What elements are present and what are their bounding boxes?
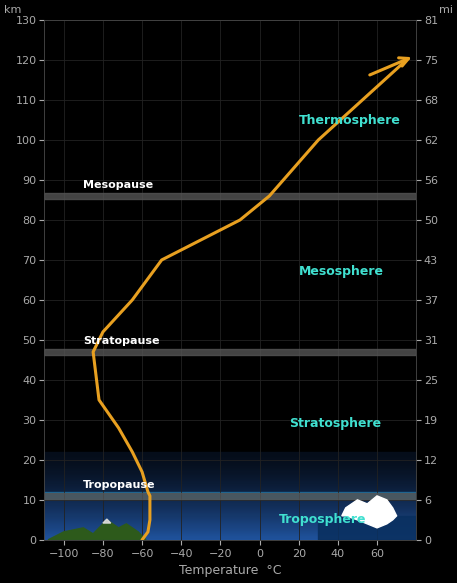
- Bar: [44, 526, 416, 528]
- Bar: [44, 520, 416, 521]
- Bar: [44, 483, 416, 484]
- Bar: [44, 496, 416, 497]
- Bar: [44, 495, 416, 496]
- Bar: [44, 487, 416, 488]
- Bar: [44, 519, 416, 520]
- Bar: [44, 455, 416, 456]
- Bar: [44, 494, 416, 495]
- Bar: [44, 489, 416, 490]
- Bar: [44, 491, 416, 493]
- Bar: [44, 500, 416, 501]
- Text: Thermosphere: Thermosphere: [299, 114, 401, 127]
- Bar: [44, 533, 416, 535]
- Bar: [44, 505, 416, 506]
- Bar: [44, 490, 416, 491]
- Bar: [44, 474, 416, 475]
- Bar: [44, 456, 416, 458]
- Text: Stratosphere: Stratosphere: [289, 417, 381, 430]
- Bar: [44, 539, 416, 540]
- Bar: [44, 499, 416, 500]
- Bar: [44, 461, 416, 462]
- Text: mi: mi: [439, 5, 452, 15]
- Bar: [44, 193, 416, 199]
- Polygon shape: [48, 520, 146, 540]
- Bar: [44, 482, 416, 483]
- Bar: [44, 512, 416, 514]
- Bar: [44, 493, 416, 494]
- Bar: [44, 516, 416, 517]
- Bar: [318, 516, 416, 540]
- Bar: [44, 508, 416, 509]
- Bar: [44, 532, 416, 533]
- Bar: [44, 525, 416, 526]
- Bar: [44, 475, 416, 476]
- Bar: [44, 507, 416, 508]
- Bar: [44, 510, 416, 511]
- Bar: [44, 492, 416, 499]
- Text: Tropopause: Tropopause: [83, 480, 156, 490]
- Bar: [44, 477, 416, 478]
- Bar: [44, 473, 416, 474]
- Bar: [44, 476, 416, 477]
- Bar: [44, 480, 416, 482]
- Bar: [44, 514, 416, 515]
- Bar: [44, 522, 416, 524]
- Text: Mesopause: Mesopause: [83, 180, 154, 190]
- Bar: [44, 472, 416, 473]
- Bar: [44, 536, 416, 538]
- Bar: [44, 521, 416, 522]
- Bar: [44, 538, 416, 539]
- Bar: [44, 468, 416, 469]
- Bar: [44, 478, 416, 479]
- Bar: [44, 504, 416, 505]
- Bar: [44, 535, 416, 536]
- X-axis label: Temperature  °C: Temperature °C: [179, 564, 282, 577]
- Polygon shape: [342, 496, 397, 528]
- Bar: [44, 452, 416, 453]
- Bar: [44, 458, 416, 459]
- Text: Mesosphere: Mesosphere: [299, 265, 384, 279]
- Bar: [44, 506, 416, 507]
- Bar: [44, 485, 416, 486]
- Bar: [44, 465, 416, 466]
- Bar: [44, 454, 416, 455]
- Bar: [44, 470, 416, 472]
- Bar: [44, 518, 416, 519]
- Text: Stratopause: Stratopause: [83, 336, 160, 346]
- Text: Troposphere: Troposphere: [279, 514, 367, 526]
- Bar: [44, 488, 416, 489]
- Bar: [44, 501, 416, 503]
- Bar: [44, 530, 416, 531]
- Bar: [44, 479, 416, 480]
- Bar: [44, 515, 416, 516]
- Bar: [44, 503, 416, 504]
- Bar: [44, 498, 416, 499]
- Bar: [44, 349, 416, 355]
- Bar: [44, 528, 416, 529]
- Bar: [44, 484, 416, 485]
- Bar: [44, 462, 416, 463]
- Bar: [44, 466, 416, 468]
- Bar: [44, 486, 416, 487]
- Bar: [44, 517, 416, 518]
- Polygon shape: [103, 519, 111, 523]
- Text: km: km: [5, 5, 22, 15]
- Bar: [44, 509, 416, 510]
- Bar: [44, 469, 416, 470]
- Bar: [44, 463, 416, 464]
- Bar: [44, 459, 416, 461]
- Bar: [44, 529, 416, 530]
- Bar: [44, 493, 416, 499]
- Bar: [44, 531, 416, 532]
- Bar: [44, 511, 416, 512]
- Bar: [44, 497, 416, 498]
- Bar: [44, 464, 416, 465]
- Bar: [44, 524, 416, 525]
- Bar: [44, 453, 416, 454]
